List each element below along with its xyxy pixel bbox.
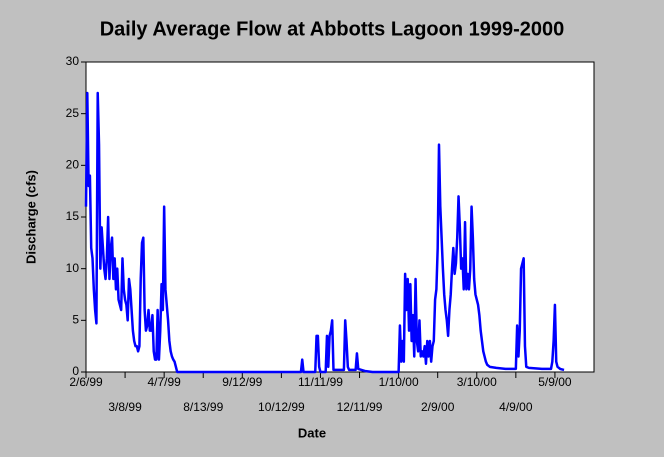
x-tick-label: 2/9/00 <box>421 400 455 414</box>
x-tick-label: 3/8/99 <box>108 400 142 414</box>
chart-title: Daily Average Flow at Abbotts Lagoon 199… <box>100 18 565 40</box>
y-tick-label: 0 <box>72 364 79 378</box>
y-tick-label: 5 <box>72 313 79 327</box>
plot-area <box>85 61 595 373</box>
y-tick-label: 15 <box>66 209 80 223</box>
x-tick-label: 9/12/99 <box>222 375 262 389</box>
x-tick-label: 1/10/00 <box>379 375 419 389</box>
y-tick-label: 30 <box>66 54 80 68</box>
x-tick-label: 4/7/99 <box>147 375 181 389</box>
y-tick-label: 20 <box>66 158 80 172</box>
x-tick-label: 8/13/99 <box>183 400 223 414</box>
x-tick-label: 5/9/00 <box>538 375 572 389</box>
y-tick-label: 25 <box>66 106 80 120</box>
y-tick-label: 10 <box>66 261 80 275</box>
x-axis-label: Date <box>298 425 326 440</box>
x-tick-label: 4/9/00 <box>499 400 533 414</box>
x-tick-label: 11/11/99 <box>298 375 343 389</box>
x-tick-label: 10/12/99 <box>258 400 305 414</box>
x-tick-label: 12/11/99 <box>337 400 383 414</box>
x-tick-label: 3/10/00 <box>457 375 497 389</box>
y-axis-label: Discharge (cfs) <box>23 170 38 264</box>
x-tick-label: 2/6/99 <box>69 375 103 389</box>
flow-line <box>84 91 565 374</box>
